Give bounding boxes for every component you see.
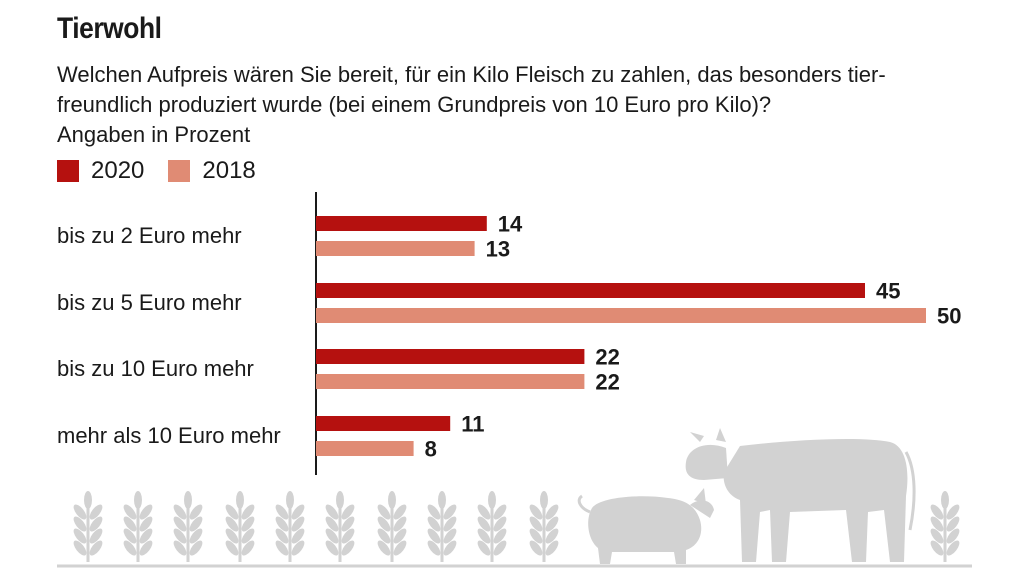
bar-2020-bis-zu-10-euro-mehr <box>316 349 585 364</box>
legend-swatch-2018 <box>168 160 191 182</box>
chart-title: Tierwohl <box>57 12 162 45</box>
category-label-bis-zu-5-euro-mehr: bis zu 5 Euro mehr <box>57 290 242 315</box>
pig-icon <box>577 488 714 564</box>
legend: 2020 2018 <box>57 157 280 185</box>
bar-2020-bis-zu-5-euro-mehr <box>316 283 865 298</box>
wheat-icon <box>123 491 153 562</box>
wheat-icon <box>529 491 559 562</box>
wheat-icon <box>930 491 960 562</box>
bar-2020-mehr-als-10-euro-mehr <box>316 416 451 431</box>
decoration-layer <box>57 428 972 568</box>
bar-2018-mehr-als-10-euro-mehr <box>316 441 414 456</box>
legend-label-2018: 2018 <box>202 157 256 184</box>
bar-2018-bis-zu-10-euro-mehr <box>316 374 585 389</box>
cow-icon <box>685 428 916 562</box>
bar-2018-bis-zu-2-euro-mehr <box>316 241 475 256</box>
wheat-icon <box>73 491 103 562</box>
legend-swatch-2020 <box>57 160 79 182</box>
unit-note: Angaben in Prozent <box>57 122 251 147</box>
value-label-2018-bis-zu-5-euro-mehr: 50 <box>937 304 961 329</box>
legend-item-2020: 2020 <box>57 157 144 185</box>
value-label-2020-bis-zu-10-euro-mehr: 22 <box>595 345 619 370</box>
value-label-2018-bis-zu-10-euro-mehr: 22 <box>595 370 619 395</box>
wheat-icon <box>173 491 203 562</box>
category-label-bis-zu-2-euro-mehr: bis zu 2 Euro mehr <box>57 223 242 248</box>
legend-item-2018: 2018 <box>168 157 256 185</box>
chart-subtitle: Welchen Aufpreis wären Sie bereit, für e… <box>57 60 957 150</box>
subtitle-question: Welchen Aufpreis wären Sie bereit, für e… <box>57 62 886 117</box>
category-label-mehr-als-10-euro-mehr: mehr als 10 Euro mehr <box>57 423 281 448</box>
wheat-icon <box>225 491 255 562</box>
value-label-2020-mehr-als-10-euro-mehr: 11 <box>461 412 484 437</box>
value-label-2020-bis-zu-5-euro-mehr: 45 <box>876 279 900 304</box>
value-label-2020-bis-zu-2-euro-mehr: 14 <box>498 212 523 237</box>
bar-2018-bis-zu-5-euro-mehr <box>316 308 926 323</box>
value-label-2018-bis-zu-2-euro-mehr: 13 <box>486 237 510 262</box>
wheat-icon <box>377 491 407 562</box>
wheat-icon <box>477 491 507 562</box>
bar-2020-bis-zu-2-euro-mehr <box>316 216 487 231</box>
wheat-icon <box>427 491 457 562</box>
legend-label-2020: 2020 <box>91 157 145 184</box>
value-label-2018-mehr-als-10-euro-mehr: 8 <box>425 437 437 462</box>
category-label-bis-zu-10-euro-mehr: bis zu 10 Euro mehr <box>57 356 254 381</box>
wheat-icon <box>275 491 305 562</box>
wheat-icon <box>325 491 355 562</box>
